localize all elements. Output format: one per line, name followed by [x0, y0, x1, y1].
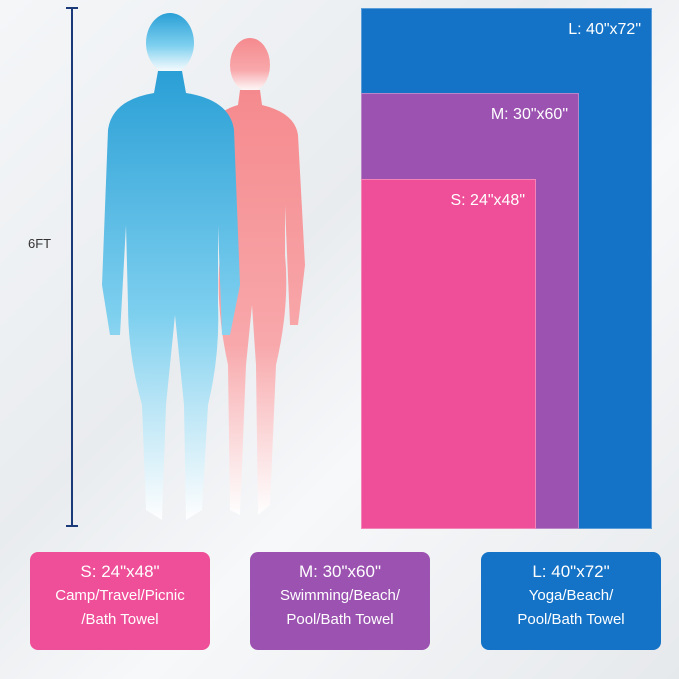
height-ruler [71, 8, 73, 527]
card-use-line2: /Bath Towel [81, 611, 159, 628]
card-use-line2: Pool/Bath Towel [517, 611, 625, 628]
small-towel-label: S: 24"x48" [450, 192, 525, 209]
ruler-top-tick [66, 7, 78, 9]
small-towel-rect: S: 24"x48" [361, 179, 536, 529]
man-silhouette [102, 13, 240, 520]
ruler-bottom-tick [66, 525, 78, 527]
card-use-line1: Camp/Travel/Picnic [55, 587, 185, 604]
card-size: L: 40"x72" [532, 562, 610, 581]
medium-towel-label: M: 30"x60" [490, 106, 568, 123]
card-use-line1: Yoga/Beach/ [528, 587, 614, 604]
small-towel-card: S: 24"x48" Camp/Travel/Picnic /Bath Towe… [30, 552, 210, 650]
large-towel-card: L: 40"x72" Yoga/Beach/ Pool/Bath Towel [481, 552, 661, 650]
people-silhouettes [102, 13, 305, 520]
height-label: 6FT [28, 236, 52, 251]
card-size: M: 30"x60" [299, 562, 381, 581]
card-use-line2: Pool/Bath Towel [286, 611, 394, 628]
medium-towel-card: M: 30"x60" Swimming/Beach/ Pool/Bath Tow… [250, 552, 430, 650]
card-size: S: 24"x48" [80, 562, 160, 581]
large-towel-label: L: 40"x72" [568, 21, 641, 38]
card-use-line1: Swimming/Beach/ [279, 587, 401, 604]
